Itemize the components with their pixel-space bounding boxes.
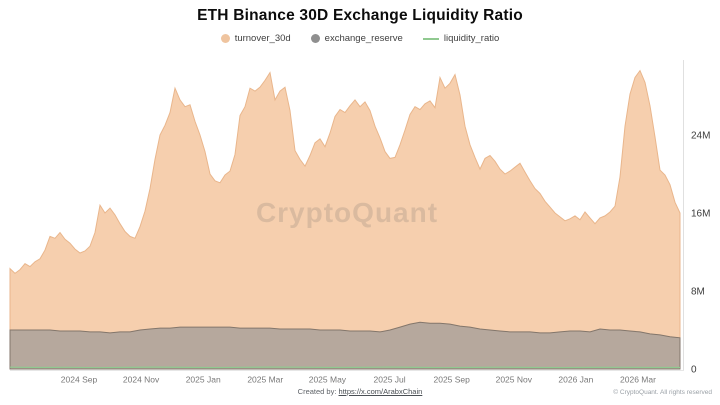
exchange-reserve-marker-icon [310,34,320,43]
legend-label-turnover-30d: turnover_30d [234,33,291,44]
created-by-caption: Created by: https://x.com/ArabxChain [0,387,720,396]
x-tick-label: 2025 Mar [247,375,283,385]
copyright-notice: © CryptoQuant. All rights reserved [613,389,712,396]
x-tick-label: 2025 May [309,375,347,385]
x-tick-label: 2025 Jan [186,375,221,385]
created-by-prefix: Created by: [297,387,337,396]
arabxchain-link[interactable]: https://x.com/ArabxChain [338,387,423,396]
y-tick-label: 24M [691,131,710,142]
x-tick-label: 2024 Sep [61,375,98,385]
chart-title: ETH Binance 30D Exchange Liquidity Ratio [197,7,523,24]
x-tick-label: 2026 Mar [620,375,656,385]
legend-label-liquidity-ratio: liquidity_ratio [443,33,500,44]
series-liquidity_ratio [9,366,680,369]
liquidity-ratio-marker-icon [422,37,439,40]
x-tick-label: 2025 Jul [374,375,406,385]
x-tick-label: 2024 Nov [123,375,160,385]
x-tick-label: 2025 Sep [433,375,470,385]
legend-label-exchange-reserve: exchange_reserve [324,33,403,44]
legend-item-turnover-30d[interactable]: turnover_30d [220,33,291,44]
cryptoquant-watermark: CryptoQuant [256,197,438,228]
legend: turnover_30d exchange_reserve liquidity_… [0,33,720,44]
legend-item-liquidity-ratio[interactable]: liquidity_ratio [422,33,500,44]
x-tick-label: 2026 Jan [558,375,593,385]
turnover-30d-marker-icon [220,34,230,43]
y-tick-label: 8M [691,287,705,298]
y-tick-label: 0 [691,365,697,376]
series-exchange_reserve [9,321,681,370]
legend-item-exchange-reserve[interactable]: exchange_reserve [310,33,403,44]
y-tick-label: 16M [691,209,710,220]
x-tick-label: 2025 Nov [496,375,533,385]
series-turnover_30d [9,69,681,370]
